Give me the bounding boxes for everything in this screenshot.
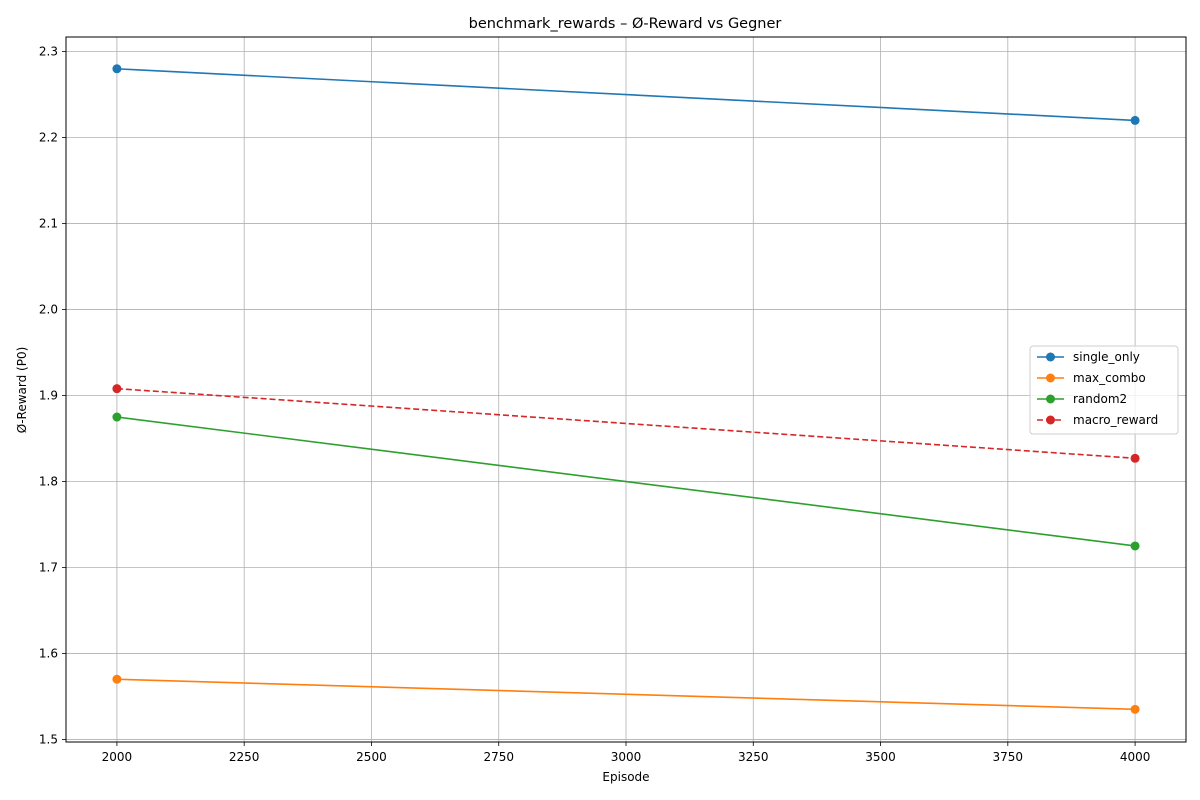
data-point: [112, 412, 122, 422]
y-axis-title: Ø-Reward (P0): [15, 347, 29, 434]
y-tick-label: 1.6: [39, 646, 58, 660]
series-random2: [112, 412, 1140, 551]
x-tick-label: 3000: [611, 750, 642, 764]
y-tick-label: 2.3: [39, 45, 58, 59]
y-tick-label: 2.2: [39, 131, 58, 145]
series-single_only: [112, 64, 1140, 125]
chart-title: benchmark_rewards – Ø-Reward vs Gegner: [469, 16, 782, 32]
y-tick-label: 1.7: [39, 560, 58, 574]
y-axis: 1.5 1.6 1.7 1.8 1.9 2.0 2.1 2.2 2.3: [39, 45, 66, 746]
legend-swatch-marker: [1046, 373, 1055, 383]
legend-label: max_combo: [1073, 371, 1146, 385]
x-axis: 2000 2250 2500 2750 3000 3250 3500 3750 4000: [102, 742, 1151, 764]
y-tick-label: 2.0: [39, 303, 58, 317]
x-tick-label: 2000: [102, 750, 133, 764]
data-point: [1130, 453, 1140, 463]
x-tick-label: 2250: [229, 750, 260, 764]
legend-item: random2: [1037, 392, 1127, 406]
x-tick-label: 2500: [356, 750, 387, 764]
series-line: [116, 416, 1136, 547]
data-point: [1130, 115, 1140, 125]
data-point: [112, 674, 122, 684]
x-tick-label: 3250: [738, 750, 769, 764]
data-point: [112, 64, 122, 74]
legend-label: random2: [1073, 392, 1127, 406]
y-tick-label: 1.8: [39, 474, 58, 488]
x-tick-label: 3500: [865, 750, 896, 764]
legend-swatch-marker: [1046, 394, 1055, 404]
data-point: [1130, 704, 1140, 714]
legend-item: single_only: [1037, 350, 1140, 364]
series-line: [116, 678, 1136, 711]
legend-swatch-marker: [1046, 415, 1055, 425]
legend-label: single_only: [1073, 350, 1140, 364]
legend-item: max_combo: [1037, 371, 1146, 385]
series-layer: [112, 64, 1140, 714]
legend-box: [1029, 345, 1179, 435]
x-tick-label: 4000: [1120, 750, 1151, 764]
x-axis-title: Episode: [602, 770, 649, 784]
legend-label: macro_reward: [1073, 413, 1158, 427]
legend-swatch-marker: [1046, 352, 1055, 362]
series-max_combo: [112, 674, 1140, 714]
data-point: [112, 384, 122, 394]
y-tick-label: 1.9: [39, 389, 58, 403]
series-macro_reward: [112, 384, 1140, 463]
legend: single_only max_combo random2 macro_reward: [1029, 345, 1179, 435]
data-point: [1130, 541, 1140, 551]
series-line: [116, 387, 1136, 460]
x-tick-label: 2750: [483, 750, 514, 764]
y-tick-label: 1.5: [39, 732, 58, 746]
y-tick-label: 2.1: [39, 217, 58, 231]
x-tick-label: 3750: [993, 750, 1024, 764]
grid-lines: [66, 37, 1186, 742]
legend-item: macro_reward: [1037, 413, 1158, 427]
series-line: [116, 68, 1136, 122]
